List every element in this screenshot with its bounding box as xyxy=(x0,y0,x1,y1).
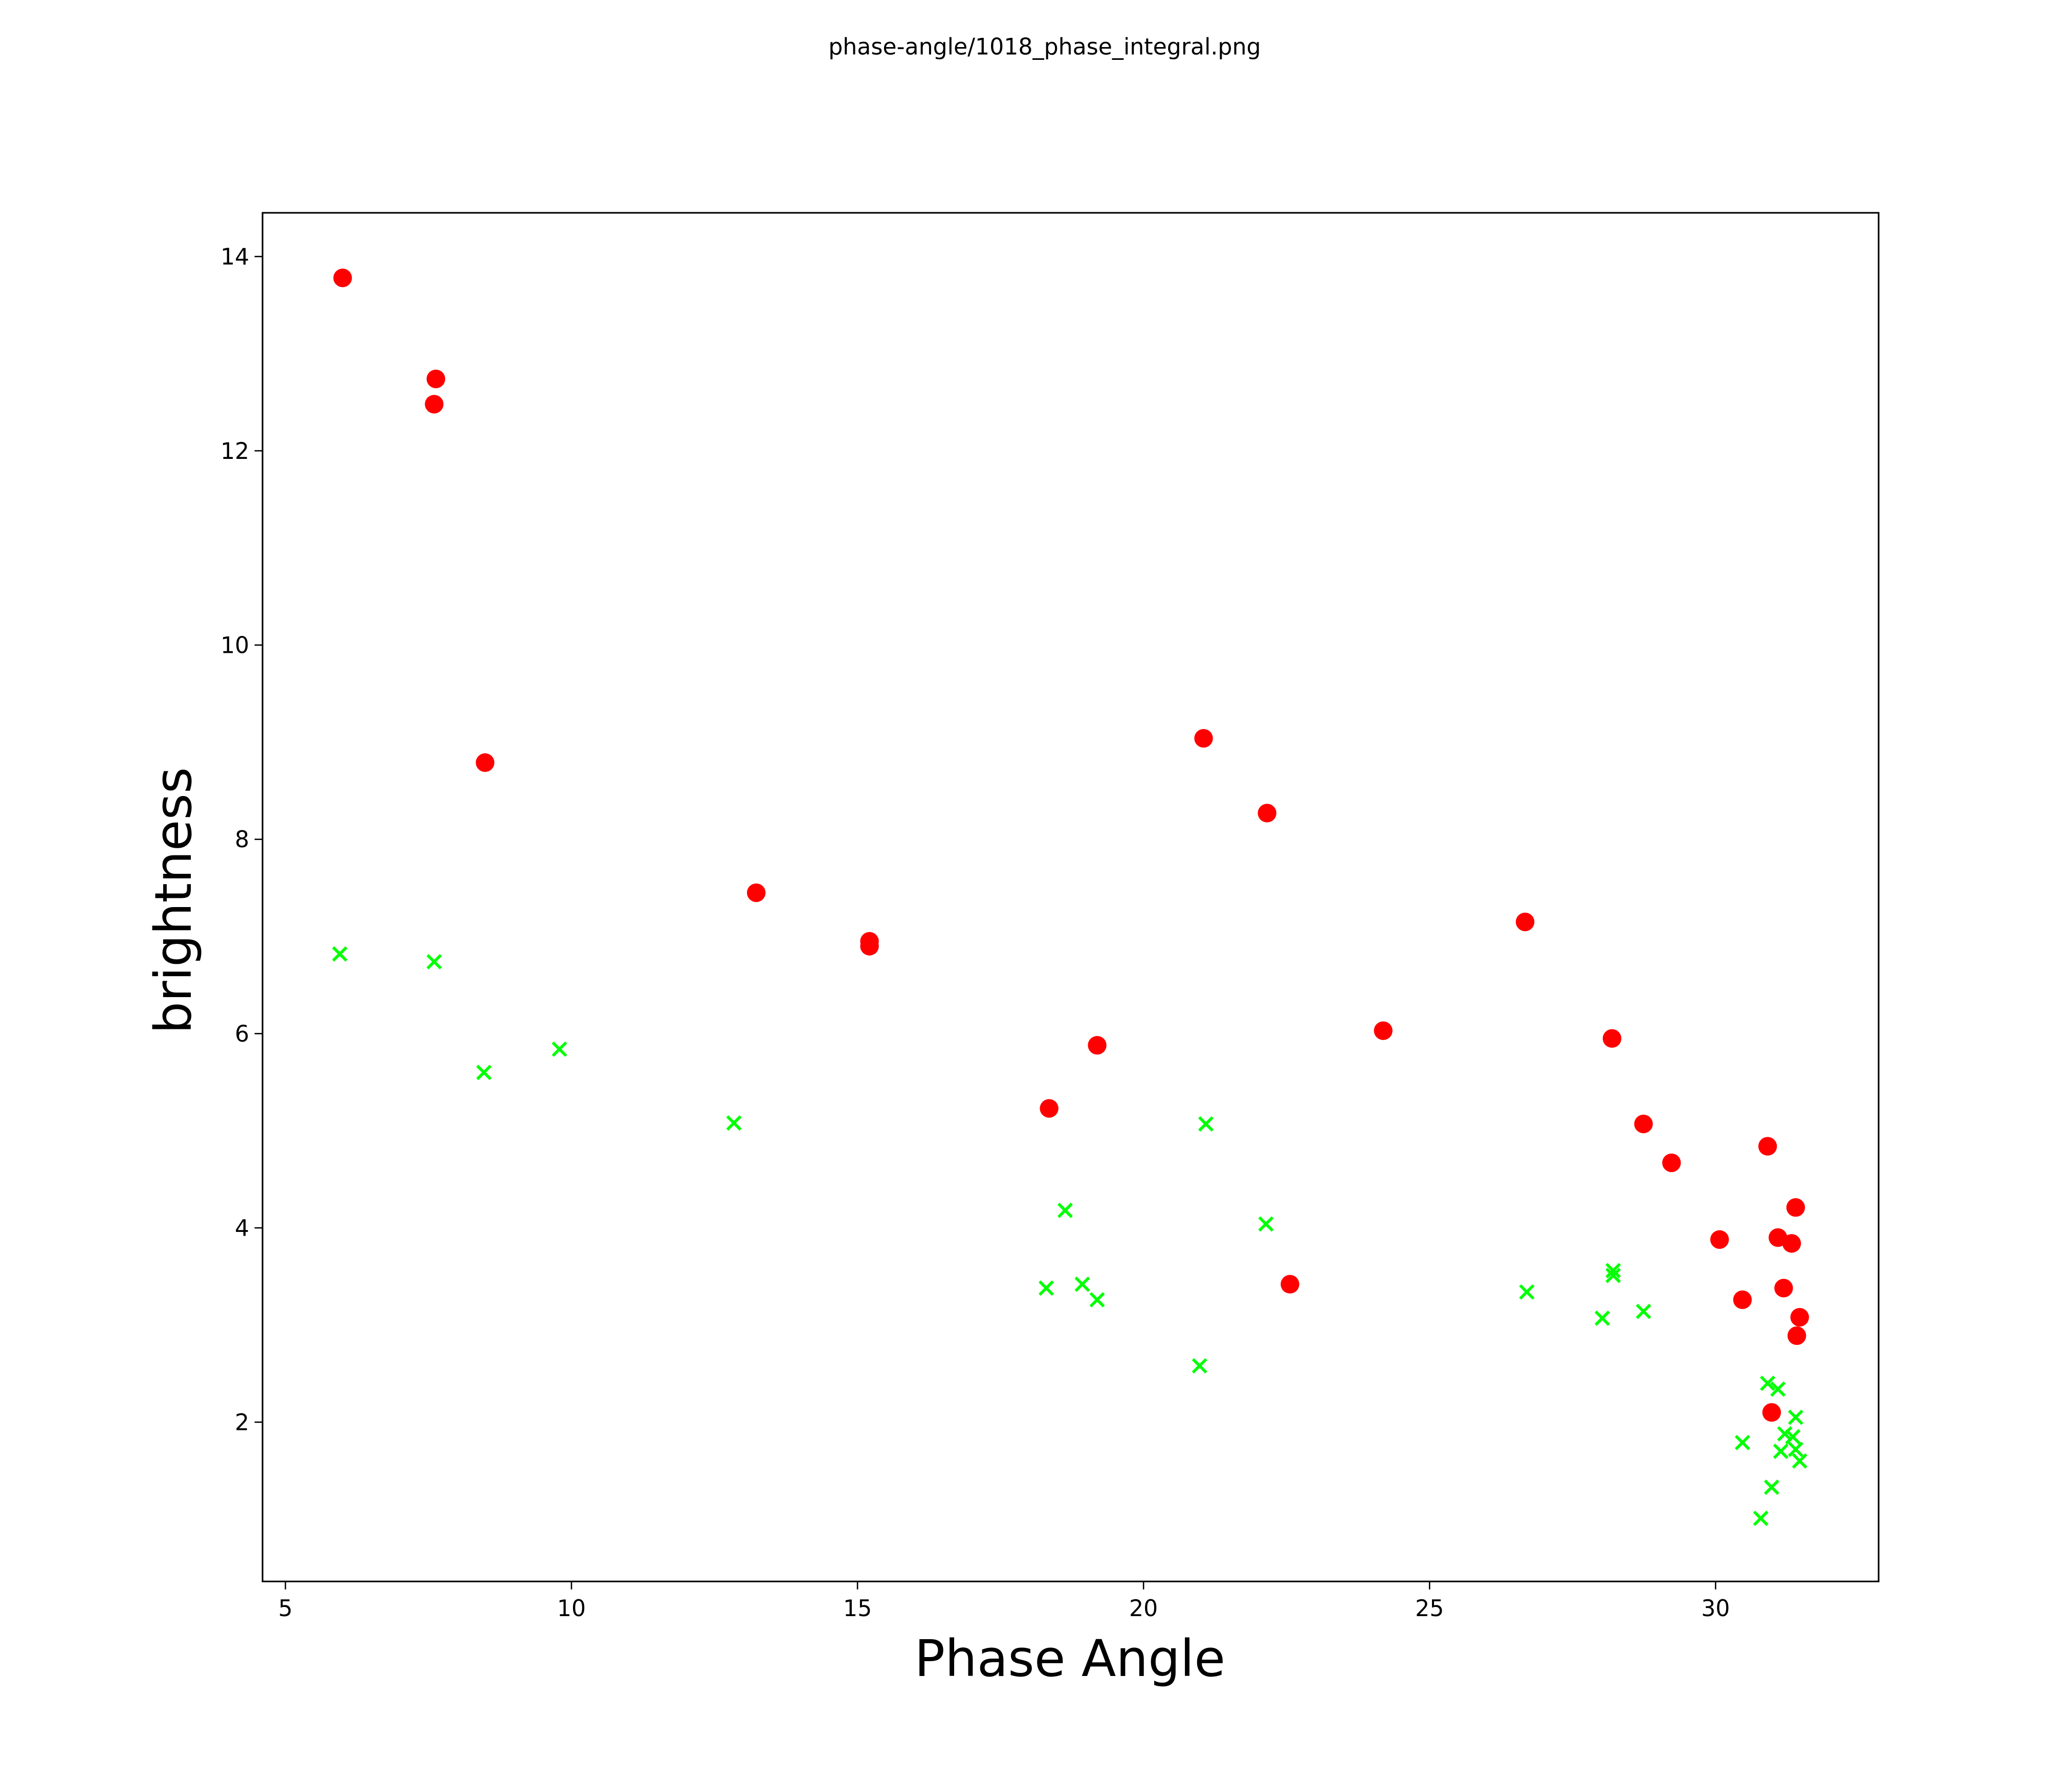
x-tick-label: 30 xyxy=(1701,1596,1730,1622)
green-x-point xyxy=(1057,1202,1073,1218)
red-circle-point xyxy=(1602,1029,1622,1048)
plot-frame xyxy=(261,212,1880,1582)
red-circle-point xyxy=(1762,1403,1781,1422)
green-x-point xyxy=(1605,1268,1621,1284)
green-x-point xyxy=(1594,1310,1610,1326)
green-x-point xyxy=(1792,1453,1808,1469)
red-circle-point xyxy=(746,883,766,902)
red-circle-point xyxy=(1374,1021,1393,1040)
red-circle-point xyxy=(425,394,444,414)
y-tick-label: 12 xyxy=(221,438,249,465)
green-x-point xyxy=(1192,1358,1207,1374)
y-tick-label: 8 xyxy=(235,827,249,853)
x-tick-label: 5 xyxy=(278,1596,293,1622)
green-x-point xyxy=(1734,1435,1750,1450)
green-x-point xyxy=(1785,1429,1801,1445)
red-circle-point xyxy=(333,268,352,288)
y-tick-label: 10 xyxy=(221,632,249,658)
green-x-point xyxy=(476,1065,492,1080)
x-axis-label: Phase Angle xyxy=(915,1629,1225,1688)
x-axis: 5 10 15 20 25 30 xyxy=(278,1581,1730,1622)
y-tick-label: 4 xyxy=(235,1216,249,1242)
y-axis: 2 4 6 8 10 12 14 xyxy=(221,244,263,1436)
y-tick-label: 6 xyxy=(235,1021,249,1047)
page-title: phase-angle/1018_phase_integral.png xyxy=(828,34,1261,60)
green-x-point xyxy=(1773,1443,1789,1459)
red-circle-point xyxy=(475,753,495,772)
y-axis-label: brightness xyxy=(144,767,203,1034)
red-circle-point xyxy=(1194,729,1213,748)
green-x-point xyxy=(1074,1276,1090,1292)
red-circle-point xyxy=(1733,1290,1752,1309)
red-circle-point xyxy=(1515,912,1535,932)
red-circle-point xyxy=(1710,1230,1729,1249)
green-x-point xyxy=(1770,1381,1786,1397)
green-x-point xyxy=(1605,1263,1621,1278)
red-circle-point xyxy=(1790,1308,1809,1327)
red-circle-point xyxy=(1786,1198,1805,1217)
red-circle-point xyxy=(860,937,879,956)
red-circle-point xyxy=(1088,1035,1107,1055)
green-x-point xyxy=(1198,1116,1214,1132)
y-tick-label: 2 xyxy=(235,1409,249,1436)
red-circle-point xyxy=(426,369,446,388)
green-x-point xyxy=(1039,1280,1054,1296)
y-tick-label: 14 xyxy=(221,244,249,270)
x-tick-label: 10 xyxy=(557,1596,586,1622)
green-x-point xyxy=(1636,1304,1651,1319)
red-circle-point xyxy=(1782,1234,1801,1253)
green-x-point xyxy=(1760,1375,1776,1391)
red-circle-point xyxy=(1281,1275,1299,1294)
green-x-point xyxy=(1764,1480,1779,1495)
red-circle-point xyxy=(1634,1114,1653,1134)
red-circle-point xyxy=(1662,1153,1681,1173)
red-circle-point xyxy=(1774,1278,1793,1298)
green-x-point xyxy=(552,1041,567,1057)
x-tick-label: 15 xyxy=(843,1596,872,1622)
red-circle-point xyxy=(1787,1326,1806,1345)
green-x-point xyxy=(1089,1292,1105,1308)
red-circle-point xyxy=(1758,1137,1777,1156)
green-x-point xyxy=(1788,1409,1803,1425)
green-x-point xyxy=(1753,1510,1769,1526)
x-tick-label: 20 xyxy=(1129,1596,1158,1622)
green-x-point xyxy=(426,954,442,969)
green-x-point xyxy=(1788,1441,1803,1458)
green-x-point xyxy=(1519,1284,1535,1300)
red-circle-point xyxy=(1040,1099,1059,1118)
red-circle-point xyxy=(1258,804,1276,823)
plot-marks xyxy=(332,268,1809,1526)
green-x-point xyxy=(1258,1216,1274,1232)
x-tick-label: 25 xyxy=(1415,1596,1444,1622)
green-x-point xyxy=(332,946,348,962)
green-x-point xyxy=(726,1115,742,1131)
